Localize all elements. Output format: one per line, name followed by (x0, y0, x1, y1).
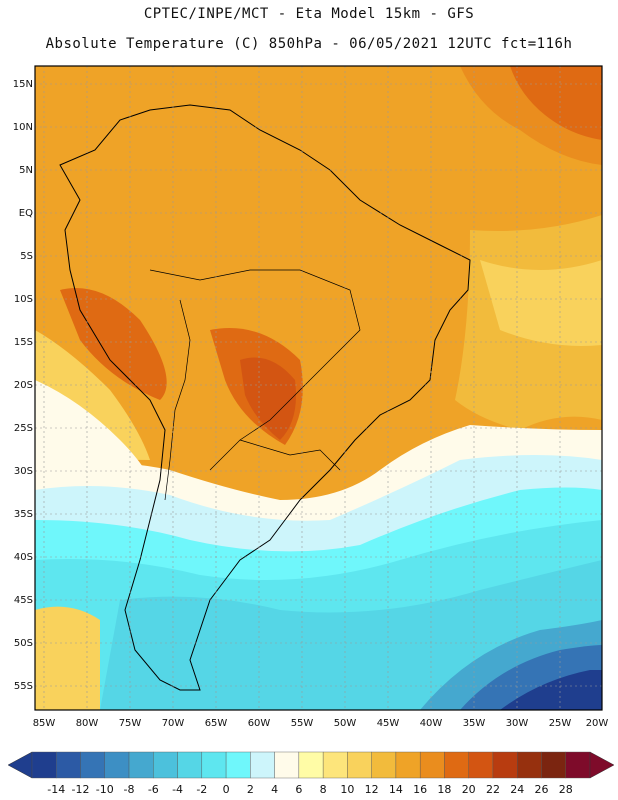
map-subtitle: Absolute Temperature (C) 850hPa - 06/05/… (45, 36, 573, 52)
lon-label: 45W (377, 718, 400, 729)
country-borders (149, 269, 361, 471)
colorbar-swatch (541, 751, 566, 779)
lon-label: 70W (162, 718, 185, 729)
lat-label: 5S (20, 251, 33, 262)
lat-label: 55S (14, 681, 33, 692)
map-frame (34, 65, 603, 711)
colorbar-swatch (565, 751, 591, 779)
colorbar-swatch (128, 751, 154, 779)
southern-border (239, 439, 341, 471)
lat-label: 45S (14, 595, 33, 606)
colorbar-label: -8 (124, 783, 135, 796)
field-se-m14 (500, 670, 602, 710)
lon-label: 40W (420, 718, 443, 729)
colorbar-label: -2 (196, 783, 207, 796)
field-andes-22 (60, 288, 167, 400)
colorbar-label: 20 (462, 783, 476, 796)
lon-label: 25W (549, 718, 572, 729)
field-sw-warm (35, 606, 100, 710)
colorbar-label: 16 (413, 783, 427, 796)
andes-border (164, 299, 191, 501)
lat-label: 30S (14, 466, 33, 477)
colorbar-swatch (419, 751, 445, 779)
lat-label: 15S (14, 337, 33, 348)
colorbar-swatch (225, 751, 251, 779)
graticule (35, 66, 602, 710)
field-atlantic-12-14 (480, 260, 602, 346)
colorbar-label: 26 (534, 783, 548, 796)
lat-label: 15N (13, 79, 33, 90)
lat-label: 10N (13, 122, 33, 133)
colorbar-swatch (56, 751, 81, 779)
colorbar-arrow-max (589, 751, 615, 779)
colorbar-label: 18 (437, 783, 451, 796)
colorbar-arrow-min (7, 751, 33, 779)
colorbar-swatch (274, 751, 300, 779)
lat-label: 40S (14, 552, 33, 563)
field-chaco-24 (240, 357, 296, 440)
colorbar-label: 28 (559, 783, 573, 796)
colorbar-label: 4 (271, 783, 278, 796)
colorbar-label: 24 (510, 783, 524, 796)
lat-label: 5N (19, 165, 33, 176)
colorbar-swatch (322, 751, 348, 779)
continent-outline (59, 104, 471, 691)
lon-label: 85W (33, 718, 56, 729)
map-title: CPTEC/INPE/MCT - Eta Model 15km - GFS (143, 6, 475, 22)
colorbar: -14 -12 -10 -8 -6 -4 -2 0 2 4 6 8 10 12 14 16 18 20 22 24 26… (7, 751, 615, 796)
colorbar-swatch (201, 751, 227, 779)
colorbar-swatch (492, 751, 518, 779)
colorbar-label: -10 (96, 783, 114, 796)
colorbar-swatch (298, 751, 324, 779)
lat-label: 25S (14, 423, 33, 434)
colorbar-swatch (153, 751, 178, 779)
lon-label: 75W (119, 718, 142, 729)
colorbar-swatch (104, 751, 130, 779)
lon-label: 35W (463, 718, 486, 729)
colorbar-swatch (177, 751, 203, 779)
lon-label: 80W (76, 718, 99, 729)
colorbar-label: -6 (148, 783, 159, 796)
lon-label: 55W (291, 718, 314, 729)
colorbar-swatch (395, 751, 421, 779)
lat-label: 10S (14, 294, 33, 305)
lat-label: 35S (14, 509, 33, 520)
colorbar-label: 14 (389, 783, 403, 796)
colorbar-label: 8 (320, 783, 327, 796)
colorbar-swatch (371, 751, 397, 779)
longitude-labels: 85W 80W 75W 70W 65W 60W 55W 50W 45W 40W … (33, 718, 609, 729)
colorbar-label: 12 (365, 783, 379, 796)
colorbar-label: 0 (223, 783, 230, 796)
colorbar-swatch (517, 751, 542, 779)
lon-label: 20W (586, 718, 609, 729)
colorbar-swatch (31, 751, 57, 779)
lon-label: 60W (248, 718, 271, 729)
colorbar-swatch (468, 751, 494, 779)
latitude-labels: 15N 10N 5N EQ 5S 10S 15S 20S 25S 30S 35S… (13, 79, 33, 692)
lon-label: 65W (205, 718, 228, 729)
lat-label: 50S (14, 638, 33, 649)
colorbar-swatch (250, 751, 275, 779)
lon-label: 50W (334, 718, 357, 729)
colorbar-label: 22 (486, 783, 500, 796)
temperature-field (35, 66, 602, 710)
colorbar-label: -12 (72, 783, 90, 796)
colorbar-label: -4 (172, 783, 183, 796)
colorbar-swatch (80, 751, 105, 779)
field-ne-22 (510, 66, 602, 140)
lat-label: 20S (14, 380, 33, 391)
colorbar-label: 6 (295, 783, 302, 796)
colorbar-swatch (444, 751, 469, 779)
colorbar-label: -14 (47, 783, 65, 796)
colorbar-label: 2 (247, 783, 254, 796)
colorbar-swatch (347, 751, 372, 779)
lat-label: EQ (19, 208, 33, 219)
lon-label: 30W (506, 718, 529, 729)
colorbar-label: 10 (340, 783, 354, 796)
